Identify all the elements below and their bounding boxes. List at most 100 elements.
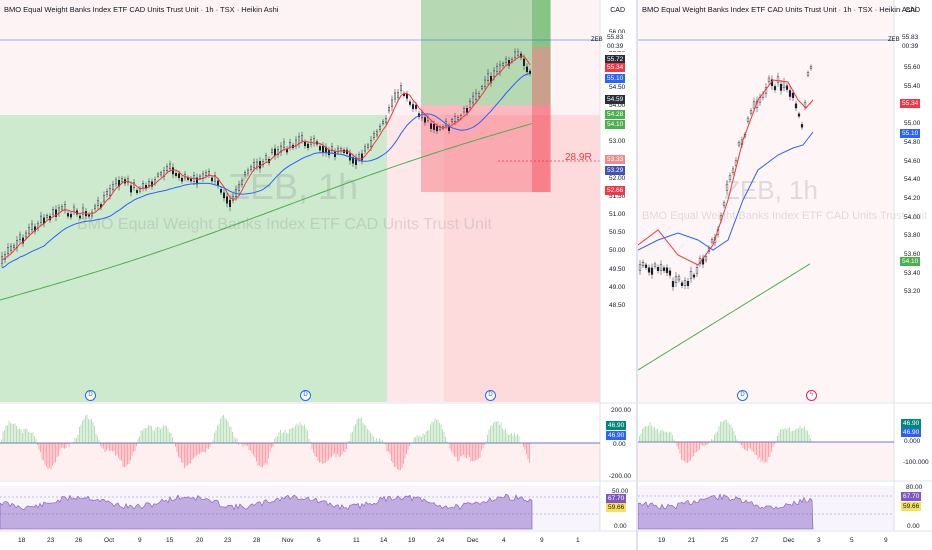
osc1-value-tag: 46.90 xyxy=(901,419,922,428)
dividend-marker[interactable]: D xyxy=(300,390,311,401)
price-tick-label: 49.50 xyxy=(609,265,626,273)
osc1-value-tag: 46.90 xyxy=(606,431,627,440)
price-tag: 54.10 xyxy=(900,257,921,266)
osc2-value-tag: 59.66 xyxy=(606,503,627,512)
watermark-symbol: ZEB, 1h xyxy=(228,166,359,207)
time-tick-label: 11 xyxy=(353,537,360,544)
chart-title: BMO Equal Weight Banks Index ETF CAD Uni… xyxy=(4,5,279,14)
watermark-name: BMO Equal Weight Banks Index ETF CAD Uni… xyxy=(77,216,492,233)
time-tick-label: 9 xyxy=(138,537,142,544)
price-tick-label: 52.00 xyxy=(609,174,626,182)
price-tag: 55.72 xyxy=(605,55,626,64)
price-tag: 00:39 xyxy=(900,42,921,51)
time-tick-label: 6 xyxy=(317,537,321,544)
time-tick-label: 9 xyxy=(540,537,544,544)
osc2-tick: 50.00 xyxy=(612,488,629,495)
stop-zone-ext xyxy=(532,47,550,192)
price-tag: 55.83 xyxy=(605,33,626,42)
time-tick-label: Dec xyxy=(467,537,479,544)
target-zone xyxy=(421,0,551,105)
osc2-value-tag: 59.66 xyxy=(901,502,922,511)
price-tag: 53.33 xyxy=(605,155,626,164)
price-tick-label: 54.00 xyxy=(609,101,626,109)
price-tick-label: 48.50 xyxy=(609,302,626,309)
osc2-tick: 80.00 xyxy=(906,484,923,491)
price-tick-label: 51.50 xyxy=(609,192,626,200)
price-tick-label: 54.80 xyxy=(904,138,921,146)
price-tag: 55.34 xyxy=(900,99,921,108)
time-tick-label: 18 xyxy=(18,537,26,544)
price-tick-label: 49.00 xyxy=(609,283,626,291)
watermark-name: BMO Equal Weight Banks Index ETF CAD Uni… xyxy=(642,210,928,222)
layout-splitter[interactable] xyxy=(636,0,638,550)
time-tick-label: 28 xyxy=(253,537,261,544)
main-chart-canvas[interactable] xyxy=(0,0,637,550)
stop-zone xyxy=(421,105,551,192)
price-tick-label: 55.00 xyxy=(904,120,921,128)
time-tick-label: 5 xyxy=(850,537,854,544)
time-tick-label: 4 xyxy=(502,537,506,544)
price-tag: 55.10 xyxy=(900,129,921,138)
price-tick-label: 54.00 xyxy=(904,213,921,221)
osc1-negative-zone xyxy=(0,443,600,480)
osc1-tick: 0.000 xyxy=(904,438,921,445)
time-tick-label: 23 xyxy=(47,537,55,544)
dividend-marker[interactable]: D xyxy=(485,390,496,401)
time-tick-label: Dec xyxy=(783,537,795,544)
price-tag: 55.83 xyxy=(900,33,921,42)
earnings-flash-icon[interactable]: ϟ xyxy=(806,390,817,401)
price-tick-label: 50.00 xyxy=(609,247,626,255)
risk-reward-label: 28.9R xyxy=(565,152,592,163)
time-tick-label: 15 xyxy=(166,537,174,544)
ema-fast-line xyxy=(638,79,814,266)
time-tick-label: 14 xyxy=(380,537,388,544)
watermark-symbol: ZEB, 1h xyxy=(724,175,818,205)
chart-bg xyxy=(638,0,894,402)
time-tick-label: 27 xyxy=(751,537,759,544)
price-tag: 55.34 xyxy=(605,63,626,72)
time-tick-label: 21 xyxy=(688,537,696,544)
price-tag: 53.29 xyxy=(605,166,626,175)
price-tick-label: 53.80 xyxy=(904,232,921,240)
short-zone-right xyxy=(444,115,600,402)
price-tick-label: 53.40 xyxy=(904,269,921,277)
price-tag: 00:39 xyxy=(605,42,626,51)
ema-fast-line xyxy=(1,55,531,261)
currency-label[interactable]: CAD xyxy=(610,7,625,14)
price-tick-label: 51.00 xyxy=(609,211,626,218)
main-chart-pane[interactable]: BMO Equal Weight Banks Index ETF CAD Uni… xyxy=(0,0,637,550)
osc1-tick: -200.00 xyxy=(609,473,632,480)
price-tick-label: 55.40 xyxy=(904,82,921,90)
ema-slow-line xyxy=(0,123,533,301)
price-tick-label: 56.00 xyxy=(609,29,625,36)
chart-title: BMO Equal Weight Banks Index ETF CAD Uni… xyxy=(642,5,917,14)
time-tick-label: 25 xyxy=(721,537,729,544)
price-tag: 52.66 xyxy=(605,186,626,195)
ema-mid-line xyxy=(1,73,531,269)
osc1-value-tag: 46.90 xyxy=(606,421,627,430)
time-tick-label: 20 xyxy=(196,537,204,544)
time-tick-label: 23 xyxy=(224,537,232,544)
secondary-chart-pane[interactable]: BMO Equal Weight Banks Index ETF CAD Uni… xyxy=(638,0,932,550)
osc1-histogram xyxy=(638,419,813,464)
price-tick-label: 50.50 xyxy=(609,229,626,237)
price-tick-label: 53.00 xyxy=(609,138,626,146)
price-tag: 54.28 xyxy=(605,110,626,119)
time-tick-label: 3 xyxy=(817,537,821,544)
time-tick-label: Nov xyxy=(282,537,294,544)
currency-label[interactable]: CAD xyxy=(905,7,920,14)
dividend-marker[interactable]: D xyxy=(85,390,96,401)
dividend-marker[interactable]: D xyxy=(737,390,748,401)
time-tick-label: 9 xyxy=(884,537,888,544)
price-tick-label: 55.60 xyxy=(904,64,921,71)
osc2-tick: 0.00 xyxy=(907,523,920,530)
secondary-chart-canvas[interactable] xyxy=(638,0,932,550)
time-tick-label: 26 xyxy=(75,537,83,544)
ema-slow-line xyxy=(638,263,811,371)
symbol-tag: ZEB xyxy=(888,37,900,43)
price-tick-label: 54.60 xyxy=(904,157,921,165)
osc2-area xyxy=(0,493,533,530)
short-zone-mid xyxy=(387,115,444,402)
osc1-negative-zone xyxy=(638,442,894,480)
osc2-tick: 0.00 xyxy=(614,523,627,530)
